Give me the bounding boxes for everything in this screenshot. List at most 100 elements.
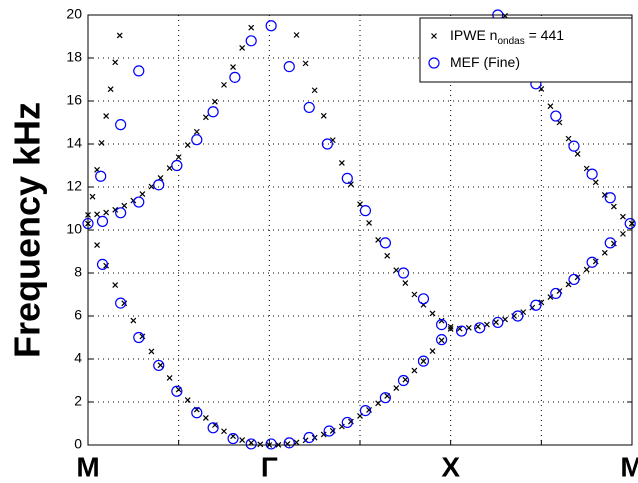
point [133,65,145,77]
point [601,192,608,198]
point [438,317,445,324]
y-tick-label: 0 [74,436,82,452]
y-tick-label: 16 [66,92,82,108]
point [175,154,182,161]
point [620,213,626,220]
point [384,252,391,259]
point [133,331,145,344]
point [550,287,562,300]
point [417,355,430,367]
legend-label-sub: ondas [497,36,524,47]
legend-label: IPWE nondas = 441 [450,27,564,47]
point [95,170,107,182]
point [257,441,264,448]
point [157,362,164,369]
point [94,211,100,218]
point [112,206,119,213]
point [171,159,183,172]
point [302,60,309,67]
point [207,422,219,434]
point [96,258,109,270]
legend-label-part: = 441 [525,27,565,43]
point [604,192,616,204]
point [320,112,327,119]
point [265,438,277,450]
point [568,273,580,286]
point [493,319,499,326]
y-tick-label: 2 [74,393,82,409]
legend-box [419,17,633,83]
point [438,337,445,344]
point [417,293,430,305]
point [547,294,554,301]
point [329,137,336,144]
point [103,209,110,216]
point [303,431,315,444]
point [191,134,203,146]
point [112,59,119,66]
point [239,437,246,443]
point [624,217,636,230]
point [193,128,200,135]
point [323,425,335,437]
point [620,230,626,237]
point [565,135,572,142]
point [184,397,191,403]
point [115,297,127,309]
legend-marker [431,33,437,39]
point [512,310,524,322]
point [420,358,427,365]
y-tick-label: 12 [66,178,82,194]
point [393,267,400,274]
point [402,376,409,383]
y-tick-label: 10 [66,221,82,237]
point [115,207,127,219]
point [379,237,391,249]
x-tick-label: X [441,451,460,482]
point [568,140,580,152]
point [311,87,318,94]
y-tick-label: 18 [66,49,82,65]
point [265,20,277,32]
point [130,317,137,324]
point [283,60,295,73]
point [601,249,608,256]
plot-frame [87,14,633,446]
y-tick-label: 4 [74,350,82,366]
point [320,431,327,438]
point [341,172,353,184]
point [379,392,391,404]
point [94,242,100,248]
point [411,367,418,374]
point [166,165,173,172]
legend-label-part: MEF (Fine) [450,54,520,70]
point [184,142,191,148]
point [96,215,109,227]
point [283,437,295,449]
point [112,282,119,288]
point [402,280,409,287]
point [245,438,257,450]
point [121,202,128,209]
y-axis-label: Frequency kHz [7,102,48,358]
legend-label: MEF (Fine) [450,54,520,70]
point [139,191,146,198]
point [610,203,617,210]
point [502,316,508,323]
point [207,106,219,118]
point [341,416,353,429]
y-tick-label: 14 [66,135,82,151]
point [520,309,527,316]
point [202,414,209,421]
point [592,179,599,186]
point [321,138,333,150]
point [212,98,218,105]
point [574,150,581,157]
point [447,325,454,332]
point [429,310,436,317]
point [429,348,436,354]
point [248,24,255,31]
point [604,237,616,249]
point [239,44,246,51]
point [148,348,155,355]
